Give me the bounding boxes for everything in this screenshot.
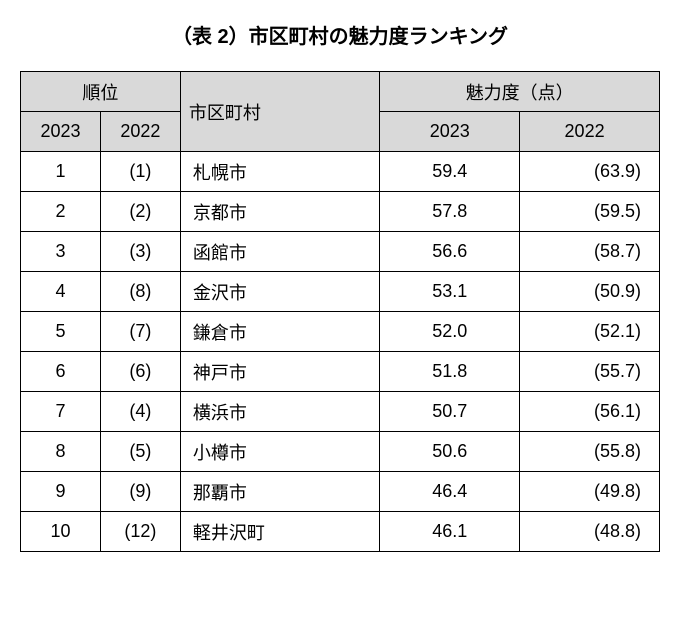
- header-score-2022: 2022: [520, 112, 660, 152]
- table-row: 5(7)鎌倉市52.0(52.1): [21, 312, 660, 352]
- cell-rank-2023: 10: [21, 512, 101, 552]
- header-rank-2022: 2022: [100, 112, 180, 152]
- cell-city: 京都市: [180, 192, 380, 232]
- cell-score-2023: 50.6: [380, 432, 520, 472]
- cell-score-2022: (63.9): [520, 152, 660, 192]
- cell-rank-2022: (12): [100, 512, 180, 552]
- cell-score-2023: 52.0: [380, 312, 520, 352]
- cell-city: 札幌市: [180, 152, 380, 192]
- header-rank-2023: 2023: [21, 112, 101, 152]
- cell-score-2022: (55.7): [520, 352, 660, 392]
- cell-rank-2022: (8): [100, 272, 180, 312]
- cell-rank-2023: 8: [21, 432, 101, 472]
- cell-city: 金沢市: [180, 272, 380, 312]
- cell-score-2023: 50.7: [380, 392, 520, 432]
- table-row: 1(1)札幌市59.4(63.9): [21, 152, 660, 192]
- header-rank-group: 順位: [21, 72, 181, 112]
- cell-rank-2023: 4: [21, 272, 101, 312]
- table-row: 8(5)小樽市50.6(55.8): [21, 432, 660, 472]
- cell-rank-2023: 1: [21, 152, 101, 192]
- header-score-group: 魅力度（点）: [380, 72, 660, 112]
- cell-rank-2023: 9: [21, 472, 101, 512]
- cell-rank-2023: 6: [21, 352, 101, 392]
- cell-score-2022: (56.1): [520, 392, 660, 432]
- cell-rank-2022: (9): [100, 472, 180, 512]
- cell-score-2023: 51.8: [380, 352, 520, 392]
- cell-rank-2023: 3: [21, 232, 101, 272]
- cell-rank-2022: (5): [100, 432, 180, 472]
- table-header: 順位 市区町村 魅力度（点） 2023 2022 2023 2022: [21, 72, 660, 152]
- table-row: 2(2)京都市57.8(59.5): [21, 192, 660, 232]
- cell-score-2023: 57.8: [380, 192, 520, 232]
- header-score-2023: 2023: [380, 112, 520, 152]
- cell-city: 軽井沢町: [180, 512, 380, 552]
- cell-rank-2022: (6): [100, 352, 180, 392]
- table-row: 3(3)函館市56.6(58.7): [21, 232, 660, 272]
- cell-score-2022: (59.5): [520, 192, 660, 232]
- cell-score-2023: 46.1: [380, 512, 520, 552]
- cell-rank-2022: (4): [100, 392, 180, 432]
- cell-score-2023: 59.4: [380, 152, 520, 192]
- cell-city: 函館市: [180, 232, 380, 272]
- cell-city: 鎌倉市: [180, 312, 380, 352]
- cell-score-2022: (58.7): [520, 232, 660, 272]
- cell-rank-2022: (7): [100, 312, 180, 352]
- table-title: （表 2）市区町村の魅力度ランキング: [20, 20, 660, 49]
- table-row: 9(9)那覇市46.4(49.8): [21, 472, 660, 512]
- cell-rank-2022: (2): [100, 192, 180, 232]
- cell-city: 那覇市: [180, 472, 380, 512]
- cell-city: 横浜市: [180, 392, 380, 432]
- cell-score-2022: (55.8): [520, 432, 660, 472]
- cell-score-2023: 53.1: [380, 272, 520, 312]
- table-row: 4(8)金沢市53.1(50.9): [21, 272, 660, 312]
- table-body: 1(1)札幌市59.4(63.9)2(2)京都市57.8(59.5)3(3)函館…: [21, 152, 660, 552]
- cell-city: 小樽市: [180, 432, 380, 472]
- cell-rank-2023: 2: [21, 192, 101, 232]
- cell-score-2023: 46.4: [380, 472, 520, 512]
- cell-rank-2022: (1): [100, 152, 180, 192]
- cell-score-2022: (48.8): [520, 512, 660, 552]
- table-row: 7(4)横浜市50.7(56.1): [21, 392, 660, 432]
- cell-score-2022: (49.8): [520, 472, 660, 512]
- cell-score-2022: (50.9): [520, 272, 660, 312]
- table-row: 10(12)軽井沢町46.1(48.8): [21, 512, 660, 552]
- table-row: 6(6)神戸市51.8(55.7): [21, 352, 660, 392]
- cell-rank-2022: (3): [100, 232, 180, 272]
- cell-rank-2023: 5: [21, 312, 101, 352]
- header-city: 市区町村: [180, 72, 380, 152]
- cell-rank-2023: 7: [21, 392, 101, 432]
- cell-score-2023: 56.6: [380, 232, 520, 272]
- ranking-table: 順位 市区町村 魅力度（点） 2023 2022 2023 2022 1(1)札…: [20, 71, 660, 552]
- cell-city: 神戸市: [180, 352, 380, 392]
- cell-score-2022: (52.1): [520, 312, 660, 352]
